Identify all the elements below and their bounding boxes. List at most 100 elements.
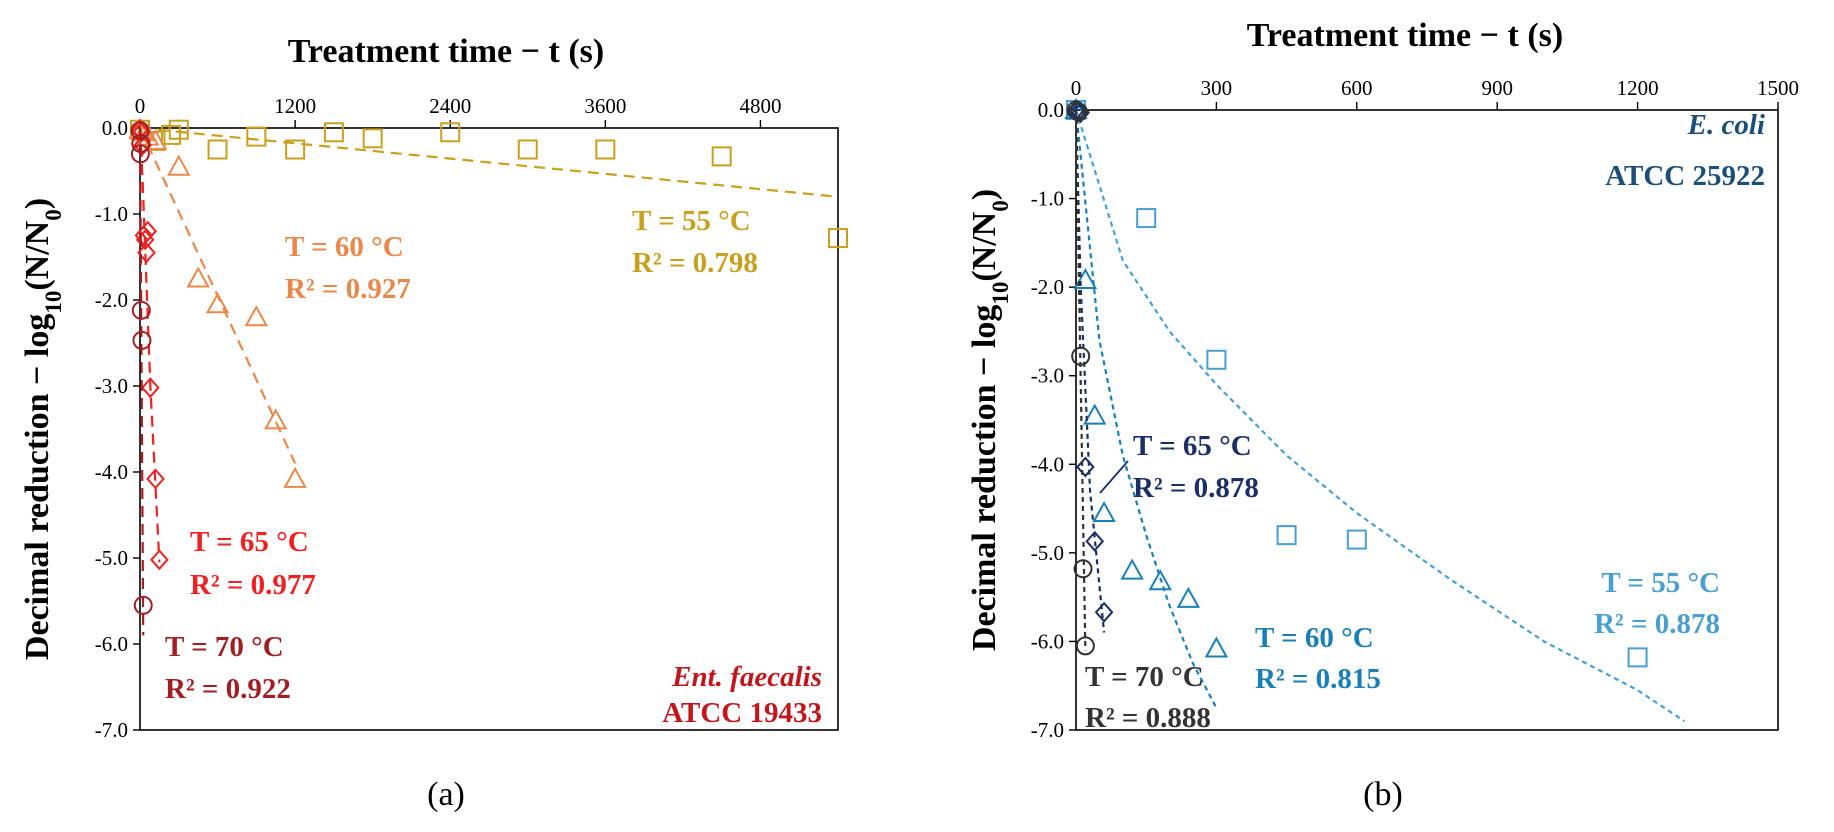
series-label-r2: R² = 0.922 <box>165 673 291 705</box>
x-axis-title: Treatment time − t (s) <box>1247 17 1563 54</box>
series-label-r2: R² = 0.977 <box>190 569 316 601</box>
data-point-square <box>517 139 538 160</box>
series-label-temperature: T = 60 °C <box>1255 622 1374 654</box>
data-point-triangle <box>1083 403 1107 425</box>
series-square: T = 55 °C R² = 0.798 <box>130 119 848 279</box>
data-point-circle <box>133 595 153 615</box>
fit-line <box>139 126 839 198</box>
fit-line <box>1074 109 1218 709</box>
data-point-square <box>1627 647 1648 668</box>
series-diamond: T = 65 °C R² = 0.878 <box>1066 99 1259 633</box>
y-tick-label: -1.0 <box>95 202 128 226</box>
series-label-r2: R² = 0.878 <box>1133 472 1259 504</box>
fit-line <box>138 127 145 636</box>
data-point-square <box>1206 349 1227 370</box>
x-tick-label: 900 <box>1481 76 1513 100</box>
chart-panel-a: Treatment time − t (s) 0 1200 2400 3600 4800 0… <box>19 33 848 813</box>
y-tick-label: -5.0 <box>95 546 128 570</box>
series-circle: T = 70 °C R² = 0.888 <box>1066 100 1211 734</box>
data-point-triangle <box>1073 267 1098 290</box>
data-point-square <box>595 139 616 160</box>
y-axis-title-part: Decimal reduction − log <box>966 305 1003 651</box>
x-tick-label: 3600 <box>584 94 626 118</box>
organism-name: E. coli <box>1687 109 1765 141</box>
y-tick-label: -6.0 <box>1031 629 1064 653</box>
data-point-square <box>168 119 189 140</box>
y-tick-label: -3.0 <box>1031 364 1064 388</box>
data-point-square <box>828 228 848 249</box>
x-tick-label: 600 <box>1341 76 1373 100</box>
series-label-temperature: T = 60 °C <box>285 231 404 263</box>
data-point-square <box>362 128 383 149</box>
data-point-square <box>1136 208 1157 229</box>
data-point-circle <box>1075 636 1095 656</box>
plot-frame <box>1075 109 1779 731</box>
y-tick-label: -2.0 <box>95 288 128 312</box>
y-tick-label: 0.0 <box>1038 98 1064 122</box>
x-tick-label: 4800 <box>739 94 781 118</box>
data-point-diamond <box>146 468 165 490</box>
series-label-r2: R² = 0.927 <box>285 273 411 305</box>
data-point-triangle <box>143 128 168 150</box>
data-point-circle <box>1066 100 1086 120</box>
series-label-temperature: T = 65 °C <box>190 526 309 558</box>
data-point-triangle <box>1120 558 1144 580</box>
data-point-triangle <box>205 292 230 314</box>
data-point-square <box>1346 529 1367 550</box>
y-axis-title-part: Decimal reduction − log <box>19 314 56 660</box>
y-axis-title-part: (N/N <box>19 220 56 290</box>
panel-label: (a) <box>427 776 465 813</box>
y-tick-label: -3.0 <box>95 374 128 398</box>
x-tick-label: 300 <box>1201 76 1233 100</box>
data-point-triangle <box>186 266 210 288</box>
data-point-circle <box>130 121 150 141</box>
data-point-triangle <box>264 408 288 430</box>
series-label-temperature: T = 65 °C <box>1133 430 1252 462</box>
data-point-square <box>1276 525 1297 546</box>
organism-name: Ent. faecalis <box>671 661 822 693</box>
x-tick-label: 1200 <box>1617 76 1659 100</box>
y-tick-label: -4.0 <box>95 460 128 484</box>
y-axis-title-subscript: 0 <box>988 200 1013 212</box>
y-axis-title-subscript: 10 <box>988 282 1013 305</box>
series-label-temperature: T = 70 °C <box>1085 661 1204 693</box>
x-tick-label: 2400 <box>429 94 471 118</box>
organism-strain: ATCC 19433 <box>662 697 822 729</box>
x-tick-label: 0 <box>135 94 146 118</box>
x-tick-label: 0 <box>1071 76 1082 100</box>
data-point-diamond <box>134 224 154 247</box>
series-label-temperature: T = 55 °C <box>1601 567 1720 599</box>
data-point-square <box>711 146 732 167</box>
fit-line <box>1074 109 1686 723</box>
y-axis-title: Decimal reduction − log10(N/N0) <box>19 198 66 660</box>
data-point-diamond <box>150 549 169 571</box>
data-point-triangle <box>167 154 191 176</box>
x-tick-label: 1200 <box>274 94 316 118</box>
series-label-r2: R² = 0.798 <box>632 247 758 279</box>
y-tick-label: -1.0 <box>1031 187 1064 211</box>
data-point-square <box>207 139 228 160</box>
data-point-diamond <box>138 220 158 242</box>
y-axis-title: Decimal reduction − log10(N/N0) <box>966 189 1013 651</box>
data-point-triangle <box>1176 586 1201 608</box>
data-point-diamond <box>141 377 160 399</box>
x-axis-title: Treatment time − t (s) <box>288 33 604 70</box>
data-point-circle <box>130 144 150 164</box>
data-point-square <box>285 139 306 160</box>
data-point-triangle <box>283 466 307 488</box>
data-point-circle <box>1068 102 1088 122</box>
chart-panel-b: Treatment time − t (s) 0 300 600 900 1200 1500… <box>966 17 1799 813</box>
y-axis-title-part: ) <box>19 198 56 209</box>
data-point-circle <box>1073 559 1093 579</box>
series-square: T = 55 °C R² = 0.878 <box>1066 100 1720 723</box>
data-point-square <box>161 124 182 145</box>
data-point-circle <box>1071 346 1091 366</box>
series-label-r2: R² = 0.815 <box>1255 663 1381 695</box>
y-tick-label: -5.0 <box>1031 541 1064 565</box>
series-diamond: T = 65 °C R² = 0.977 <box>130 119 316 601</box>
series-triangle: T = 60 °C R² = 0.815 <box>1064 97 1381 709</box>
series-label-temperature: T = 55 °C <box>632 205 751 237</box>
y-tick-label: -7.0 <box>1031 718 1064 742</box>
label-leader-line <box>1099 460 1129 494</box>
